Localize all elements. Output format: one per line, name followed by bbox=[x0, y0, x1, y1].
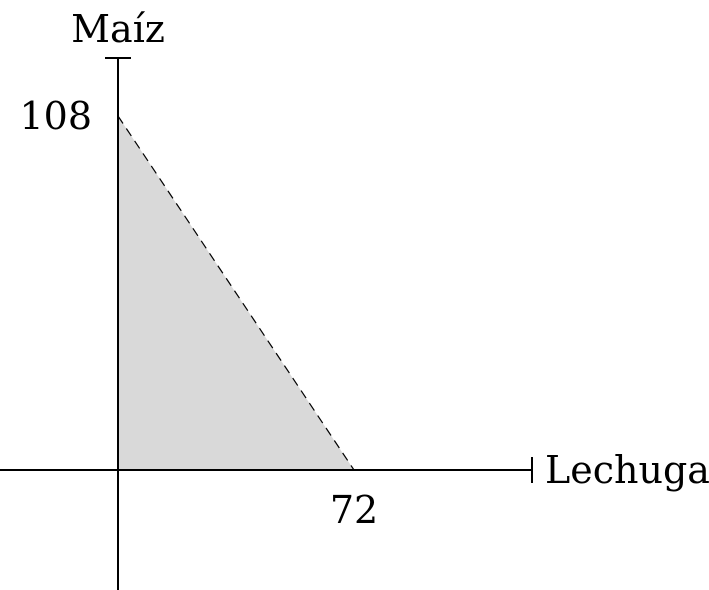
y-axis-label: Maíz bbox=[71, 7, 165, 51]
frontier-line bbox=[117, 115, 355, 471]
x-tick-label-72: 72 bbox=[330, 488, 378, 532]
y-tick-label-108: 108 bbox=[19, 94, 92, 138]
x-axis-label: Lechuga bbox=[545, 448, 709, 492]
